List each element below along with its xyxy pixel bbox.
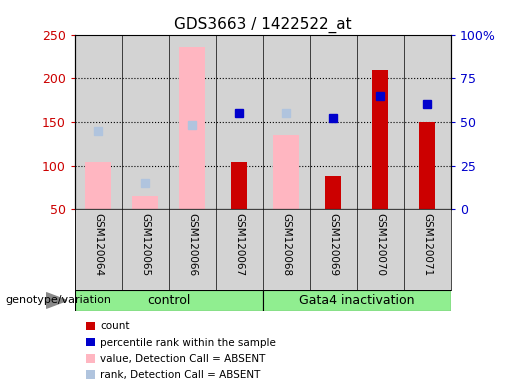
Bar [310,35,356,209]
Text: control: control [147,294,191,307]
Text: GSM120067: GSM120067 [234,214,244,276]
Bar [86,370,95,379]
Text: GSM120071: GSM120071 [422,214,432,276]
Bar [75,290,263,311]
Title: GDS3663 / 1422522_at: GDS3663 / 1422522_at [174,17,351,33]
Bar [404,35,451,209]
Text: value, Detection Call = ABSENT: value, Detection Call = ABSENT [100,354,266,364]
Bar [273,135,299,209]
Text: count: count [100,321,130,331]
Text: GSM120068: GSM120068 [281,214,291,276]
Text: GSM120065: GSM120065 [140,214,150,276]
Bar [86,338,95,346]
Text: GSM120066: GSM120066 [187,214,197,276]
Bar [168,35,216,209]
Bar [356,35,404,209]
Bar [75,35,122,209]
Bar [263,35,310,209]
Text: rank, Detection Call = ABSENT: rank, Detection Call = ABSENT [100,370,261,380]
Text: GSM120064: GSM120064 [93,214,103,276]
Text: genotype/variation: genotype/variation [5,295,111,306]
Bar [325,176,341,209]
Bar [132,196,158,209]
Bar [85,162,111,209]
Bar [122,35,168,209]
Text: GSM120070: GSM120070 [375,214,385,276]
Text: Gata4 inactivation: Gata4 inactivation [299,294,415,307]
Bar [179,47,205,209]
Bar [86,322,95,330]
Polygon shape [46,293,67,308]
Text: GSM120069: GSM120069 [328,214,338,276]
Bar [263,290,451,311]
Bar [372,70,388,209]
Text: percentile rank within the sample: percentile rank within the sample [100,338,277,348]
Bar [216,35,263,209]
Bar [231,162,247,209]
Bar [86,354,95,362]
Bar [419,122,435,209]
